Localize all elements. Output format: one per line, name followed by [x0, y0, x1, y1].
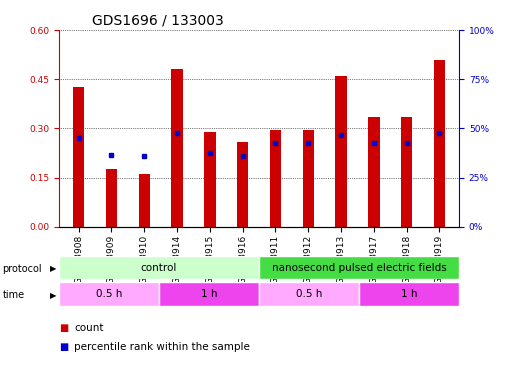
Text: GDS1696 / 133003: GDS1696 / 133003	[92, 13, 224, 27]
Bar	[237, 142, 248, 227]
Text: control: control	[141, 263, 177, 273]
Text: percentile rank within the sample: percentile rank within the sample	[74, 342, 250, 352]
Text: 1 h: 1 h	[201, 289, 218, 299]
Text: ■: ■	[59, 323, 68, 333]
Text: time: time	[3, 290, 25, 300]
Bar	[73, 87, 85, 227]
Text: ■: ■	[59, 342, 68, 352]
Bar	[336, 76, 347, 227]
Text: ▶: ▶	[50, 264, 57, 273]
Text: count: count	[74, 323, 104, 333]
Bar	[204, 132, 215, 227]
Bar	[368, 117, 380, 227]
Bar	[171, 69, 183, 227]
Text: 1 h: 1 h	[401, 289, 418, 299]
Text: nanosecond pulsed electric fields: nanosecond pulsed electric fields	[272, 263, 446, 273]
Bar	[106, 170, 117, 227]
Bar	[59, 282, 159, 306]
Bar	[259, 282, 359, 306]
Bar	[139, 174, 150, 227]
Bar	[303, 130, 314, 227]
Bar	[259, 256, 459, 279]
Bar	[270, 130, 281, 227]
Text: protocol: protocol	[3, 264, 42, 274]
Bar	[401, 117, 412, 227]
Bar	[359, 282, 459, 306]
Bar	[59, 256, 259, 279]
Text: ▶: ▶	[50, 291, 57, 300]
Text: 0.5 h: 0.5 h	[96, 289, 122, 299]
Bar	[433, 60, 445, 227]
Bar	[159, 282, 259, 306]
Text: 0.5 h: 0.5 h	[296, 289, 322, 299]
